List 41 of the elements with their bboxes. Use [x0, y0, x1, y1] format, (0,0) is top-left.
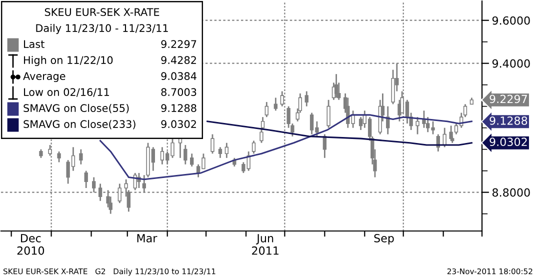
candlestick: [190, 152, 194, 168]
candlestick: [274, 97, 278, 112]
candlestick: [210, 134, 214, 154]
x-tick-label: Dec 2010: [17, 234, 44, 255]
candlestick: [264, 101, 268, 118]
legend-label: SMAVG on Close(55): [24, 104, 129, 114]
y-tick-label: 9.4000: [492, 59, 530, 68]
annotation: 9.1288: [490, 116, 528, 125]
annotation: Low on 02/16/11: [24, 88, 109, 97]
candlestick: [334, 73, 338, 98]
legend-label: Last: [24, 40, 44, 48]
candlestick: [224, 142, 229, 159]
x-tick-label: Sep: [374, 234, 394, 245]
candlestick: [326, 99, 330, 129]
candlestick: [416, 116, 420, 135]
y-tick-label: 9.6000: [492, 16, 530, 25]
annotation: 9.0302: [490, 138, 527, 146]
annotation: 8.7003: [161, 88, 196, 96]
annotation: 9.0384: [161, 72, 196, 80]
x-tick-label: Jun 2011: [252, 234, 278, 255]
annotation: High on 11/22/10: [24, 56, 113, 66]
annotation: Average: [23, 72, 66, 82]
line-series: [206, 120, 472, 146]
text: 9.2297: [161, 40, 196, 48]
candlestick: [184, 144, 188, 166]
text: 9.0302: [161, 120, 196, 128]
text: Daily 11/23/10 - 11/23/11: [36, 24, 168, 34]
candlestick: [252, 140, 256, 154]
candlestick: [79, 148, 83, 166]
text: SKEU EUR-SEK X-RATE: [44, 8, 160, 16]
y-tick-label: 8.8000: [492, 188, 530, 197]
text: 9.1288: [161, 104, 196, 112]
candlestick: [422, 110, 426, 129]
candlestick: [84, 170, 88, 189]
annotation: 9.4282: [161, 56, 196, 64]
legend-label: SMAVG on Close(233): [24, 120, 136, 130]
candlestick: [57, 150, 61, 163]
candlestick: [218, 146, 222, 159]
candlestick: [304, 90, 308, 108]
x-tick-label: Mar: [137, 234, 158, 242]
annotation: 9.2297: [490, 94, 527, 104]
